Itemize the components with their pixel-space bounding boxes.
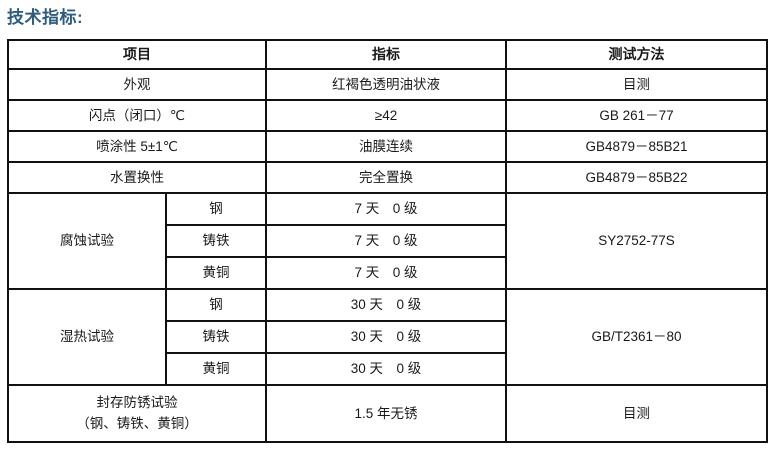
column-header-spec: 指标	[265, 39, 507, 70]
table-row: 黄铜 30 天 0 级	[8, 352, 767, 386]
cell-spec: 油膜连续	[265, 130, 507, 163]
technical-specifications-table: 项目 指标 测试方法 外观 红褐色透明油状液 目测 闪点（闭口）℃ ≥42 GB…	[7, 39, 768, 443]
cell-material: 黄铜	[165, 256, 267, 290]
cell-method: GB4879－85B21	[505, 130, 768, 163]
cell-material: 钢	[165, 192, 267, 226]
storage-test-line-1: 封存防锈试验	[96, 395, 178, 411]
table-row: 喷涂性 5±1℃ 油膜连续 GB4879－85B21	[7, 130, 768, 163]
cell-material: 铸铁	[165, 320, 267, 354]
table-row: 外观 红褐色透明油状液 目测	[7, 68, 768, 101]
cell-spec: 7 天 0 级	[265, 192, 507, 226]
table-row: 湿热试验 钢 30 天 0 级 GB/T2361－80	[7, 288, 768, 386]
table-row: 腐蚀试验 钢 7 天 0 级 SY2752-77S	[7, 192, 768, 290]
cell-group-method-corrosion: SY2752-77S	[505, 192, 768, 290]
table-row: 铸铁 30 天 0 级	[8, 320, 767, 354]
cell-group-method-humidity: GB/T2361－80	[505, 288, 768, 386]
cell-method: 目测	[505, 384, 768, 443]
cell-item: 闪点（闭口）℃	[7, 99, 267, 132]
table-body: 外观 红褐色透明油状液 目测 闪点（闭口）℃ ≥42 GB 261－77 喷涂性…	[7, 68, 768, 443]
cell-spec: 30 天 0 级	[265, 320, 507, 354]
cell-spec: 7 天 0 级	[265, 256, 507, 290]
table-header: 项目 指标 测试方法	[7, 39, 768, 70]
cell-material: 铸铁	[165, 224, 267, 258]
cell-group-item-corrosion: 腐蚀试验	[7, 192, 167, 290]
cell-spec: 红褐色透明油状液	[265, 68, 507, 101]
cell-spec: ≥42	[265, 99, 507, 132]
cell-method: 目测	[505, 68, 768, 101]
page-title: 技术指标:	[7, 8, 84, 27]
table-row: 铸铁 7 天 0 级	[8, 224, 767, 258]
cell-group-item-humidity: 湿热试验	[7, 288, 167, 386]
cell-spec: 1.5 年无锈	[265, 384, 507, 443]
cell-method: GB 261－77	[505, 99, 768, 132]
cell-item-storage-test: 封存防锈试验 （钢、铸铁、黄铜）	[7, 384, 267, 443]
cell-spec: 30 天 0 级	[265, 352, 507, 386]
table-header-row: 项目 指标 测试方法	[7, 39, 768, 70]
cell-method: GB4879－85B22	[505, 161, 768, 194]
cell-material: 黄铜	[165, 352, 267, 386]
table-row: 水置换性 完全置换 GB4879－85B22	[7, 161, 768, 194]
cell-item: 喷涂性 5±1℃	[7, 130, 267, 163]
storage-test-line-2: （钢、铸铁、黄铜）	[76, 415, 198, 431]
cell-item: 外观	[7, 68, 267, 101]
column-header-method: 测试方法	[505, 39, 768, 70]
column-header-item: 项目	[7, 39, 267, 70]
cell-spec: 7 天 0 级	[265, 224, 507, 258]
table-row: 闪点（闭口）℃ ≥42 GB 261－77	[7, 99, 768, 132]
cell-spec: 完全置换	[265, 161, 507, 194]
cell-item: 水置换性	[7, 161, 267, 194]
table-row: 封存防锈试验 （钢、铸铁、黄铜） 1.5 年无锈 目测	[7, 384, 768, 443]
cell-spec: 30 天 0 级	[265, 288, 507, 322]
table-row: 黄铜 7 天 0 级	[8, 256, 767, 290]
cell-material: 钢	[165, 288, 267, 322]
